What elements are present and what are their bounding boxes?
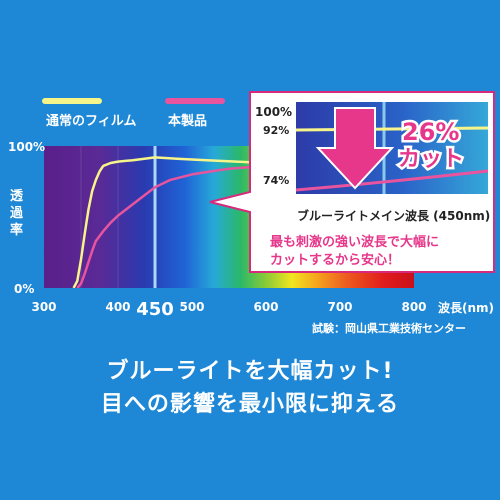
x-tick-label: 600: [253, 300, 278, 314]
source-note: 試験：岡山県工業技術センター: [312, 321, 466, 335]
callout-y-top: 100%: [255, 105, 292, 119]
callout-message-line2: カットするから安心！: [270, 252, 400, 268]
cut-value: 26%: [402, 118, 459, 146]
callout-normal-value: 92%: [263, 124, 289, 137]
y-axis-label-char-2: 過: [9, 205, 24, 221]
x-tick-label: 500: [179, 300, 204, 314]
legend-normal-swatch: [42, 98, 102, 104]
headline-line2: 目への影響を最小限に抑える: [100, 392, 400, 417]
down-arrow-icon: [315, 107, 395, 190]
x-tick-label: 700: [327, 300, 352, 314]
y-axis-label: 透 過 率: [9, 189, 24, 238]
x-tick-label: 800: [401, 300, 426, 314]
legend-product-label: 本製品: [168, 113, 207, 129]
x-axis-label: 波長(nm): [438, 300, 494, 315]
x-tick-label: 400: [105, 300, 130, 314]
legend-normal-label: 通常のフィルム: [46, 113, 136, 129]
callout-normal-line: [295, 126, 489, 132]
callout-wavelength-label: ブルーライトメイン波長 (450nm): [297, 208, 490, 223]
callout-message-line1: 最も刺激の強い波長で大幅に: [270, 234, 439, 250]
legend-product-swatch: [165, 98, 225, 104]
y-axis-label-char-1: 透: [10, 189, 23, 204]
y-axis-label-char-3: 率: [10, 222, 23, 238]
x-tick-label: 450: [136, 299, 174, 320]
headline-line1: ブルーライトを大幅カット!: [106, 359, 394, 384]
callout-product-line: [295, 169, 489, 192]
x-tick-label: 300: [31, 300, 56, 314]
y-tick-100: 100%: [8, 140, 45, 154]
x-axis-ticks: 300 400 450 500 600 700 800: [31, 299, 426, 320]
legend: 通常のフィルム 本製品: [42, 98, 225, 129]
callout-bubble: 100% 92% 74% 26% カット ブルーライトメイン波長 (450nm)…: [209, 91, 495, 273]
callout-product-value: 74%: [263, 174, 289, 187]
y-tick-0: 0%: [14, 282, 34, 296]
cut-suffix: カット: [398, 147, 464, 172]
